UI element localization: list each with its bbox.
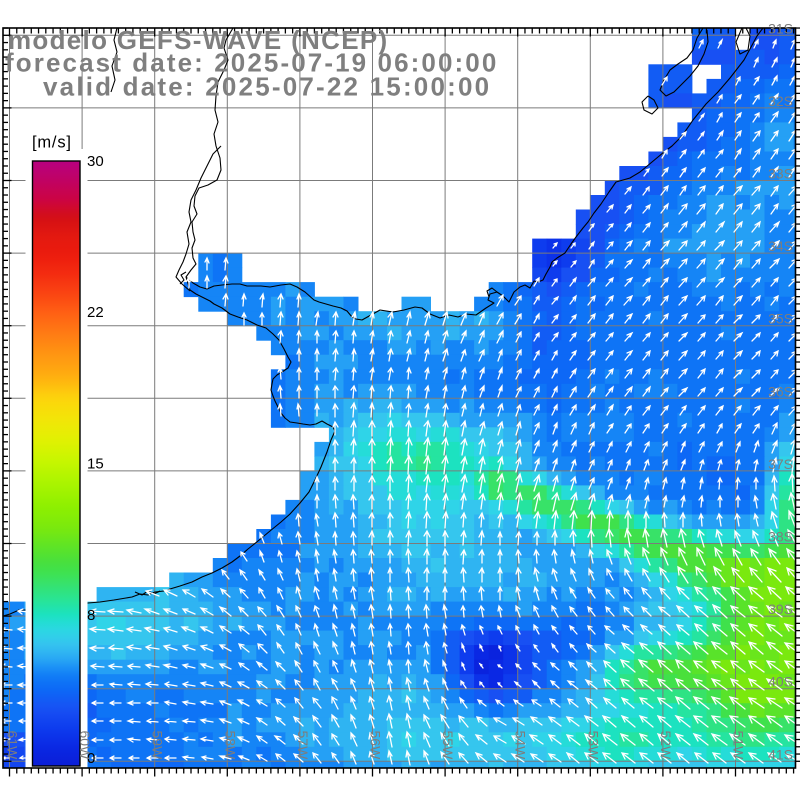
svg-text:59W: 59W — [150, 731, 166, 761]
svg-text:61W: 61W — [5, 731, 21, 761]
svg-text:37S: 37S — [768, 456, 793, 472]
svg-text:35S: 35S — [768, 311, 793, 327]
svg-text:valid date: 2025-07-22 15:00:0: valid date: 2025-07-22 15:00:00 — [43, 72, 491, 102]
svg-text:8: 8 — [87, 607, 95, 624]
svg-text:53W: 53W — [585, 731, 601, 761]
svg-text:22: 22 — [87, 304, 104, 321]
svg-text:38S: 38S — [768, 529, 793, 545]
svg-text:[m/s]: [m/s] — [32, 134, 72, 152]
svg-text:40S: 40S — [768, 674, 793, 690]
svg-text:34S: 34S — [768, 238, 793, 254]
svg-text:54W: 54W — [513, 731, 529, 761]
svg-text:0: 0 — [87, 750, 95, 767]
svg-text:39S: 39S — [768, 601, 793, 617]
svg-text:forecast date: 2025-07-19 06:0: forecast date: 2025-07-19 06:00:00 — [5, 48, 498, 78]
svg-text:41S: 41S — [768, 746, 793, 762]
svg-text:60W: 60W — [77, 731, 93, 761]
svg-text:57W: 57W — [295, 731, 311, 761]
svg-text:55W: 55W — [440, 731, 456, 761]
svg-text:58W: 58W — [222, 731, 238, 761]
svg-text:15: 15 — [87, 456, 104, 473]
svg-text:51W: 51W — [731, 731, 747, 761]
svg-text:52W: 52W — [658, 731, 674, 761]
svg-text:36S: 36S — [768, 383, 793, 399]
svg-text:33S: 33S — [768, 166, 793, 182]
svg-text:30: 30 — [87, 153, 104, 170]
svg-text:modelo GEFS-WAVE (NCEP): modelo GEFS-WAVE (NCEP) — [8, 25, 388, 55]
svg-text:32S: 32S — [768, 93, 793, 109]
svg-text:56W: 56W — [368, 731, 384, 761]
svg-text:31S: 31S — [768, 20, 793, 36]
